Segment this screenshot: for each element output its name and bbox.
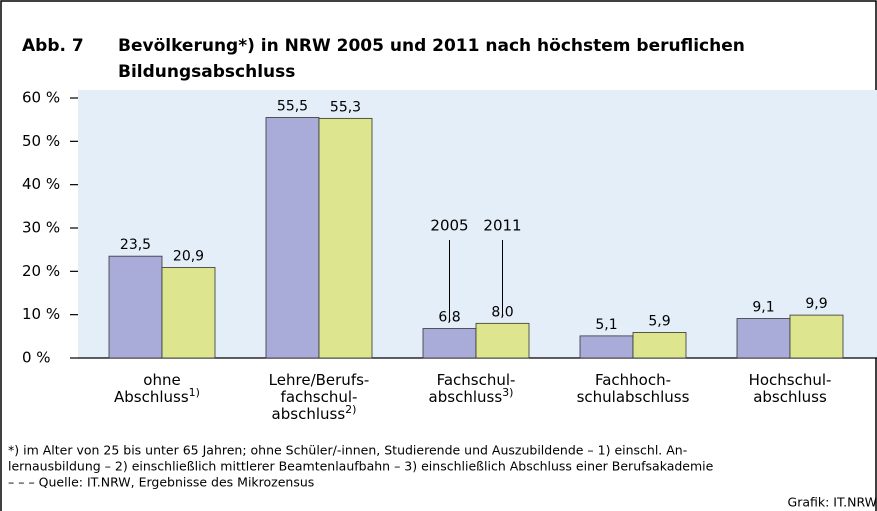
- x-tick-label-text: Abschluss: [114, 388, 189, 406]
- x-tick-label: Lehre/Berufs-: [269, 371, 370, 389]
- x-tick-label-text: Hochschul-: [749, 371, 832, 389]
- x-tick-label: abschluss3): [429, 386, 514, 406]
- value-label: 5,9: [648, 313, 670, 329]
- bar: [632, 332, 687, 359]
- bar: [789, 314, 844, 359]
- chart-title: Bildungsabschluss: [118, 62, 295, 82]
- footnote: lernausbildung – 2) einschließlich mittl…: [8, 459, 714, 474]
- value-label: 55,5: [277, 99, 308, 115]
- x-tick-label-text: abschluss: [272, 405, 346, 423]
- x-tick-note: 1): [189, 386, 200, 399]
- y-tick-label: 0 %: [22, 349, 51, 367]
- x-tick-label-text: Fachhoch-: [595, 371, 671, 389]
- x-tick-label: Fachhoch-: [595, 371, 671, 389]
- value-label: 20,9: [173, 248, 204, 264]
- figure-label: Abb. 7: [22, 36, 84, 56]
- legend-label: 2011: [483, 217, 521, 235]
- x-tick-label: abschluss: [753, 388, 827, 406]
- x-tick-label: fachschul-: [281, 388, 358, 406]
- bar: [161, 267, 216, 359]
- value-label: 23,5: [120, 237, 151, 253]
- x-tick-label: abschluss2): [272, 403, 357, 423]
- y-tick-label: 40 %: [22, 175, 60, 193]
- x-tick-label: Hochschul-: [749, 371, 832, 389]
- bar: [422, 328, 477, 359]
- x-tick-label-text: schulabschluss: [577, 388, 690, 406]
- y-tick-label: 30 %: [22, 219, 60, 237]
- x-tick-note: 2): [345, 403, 356, 416]
- y-tick-label: 10 %: [22, 305, 60, 323]
- bar: [475, 322, 530, 359]
- value-label: 5,1: [595, 317, 617, 333]
- value-label: 9,9: [805, 296, 827, 312]
- y-tick-label: 60 %: [22, 89, 60, 107]
- x-tick-label-text: Fachschul-: [437, 371, 516, 389]
- legend-label: 2005: [430, 217, 468, 235]
- x-tick-label: schulabschluss: [577, 388, 690, 406]
- x-tick-label: ohne: [143, 371, 180, 389]
- x-tick-label-text: fachschul-: [281, 388, 358, 406]
- bar: [265, 117, 320, 359]
- footnote: *) im Alter von 25 bis unter 65 Jahren; …: [8, 443, 687, 458]
- bar: [318, 117, 373, 359]
- footnote: – – – Quelle: IT.NRW, Ergebnisse des Mik…: [8, 475, 314, 490]
- x-tick-label: Fachschul-: [437, 371, 516, 389]
- x-tick-label-text: ohne: [143, 371, 180, 389]
- value-label: 55,3: [330, 99, 361, 115]
- credit: Grafik: IT.NRW: [788, 495, 877, 510]
- x-tick-label-text: abschluss: [753, 388, 827, 406]
- chart-title: Bevölkerung*) in NRW 2005 und 2011 nach …: [118, 36, 745, 56]
- x-tick-label: Abschluss1): [114, 386, 200, 406]
- bar: [579, 335, 634, 359]
- bar: [108, 255, 163, 359]
- y-tick-label: 50 %: [22, 132, 60, 150]
- x-tick-label-text: Lehre/Berufs-: [269, 371, 370, 389]
- value-label: 9,1: [752, 300, 774, 316]
- y-tick-label: 20 %: [22, 262, 60, 280]
- x-tick-label-text: abschluss: [429, 388, 503, 406]
- bar: [736, 318, 791, 359]
- x-tick-note: 3): [502, 386, 513, 399]
